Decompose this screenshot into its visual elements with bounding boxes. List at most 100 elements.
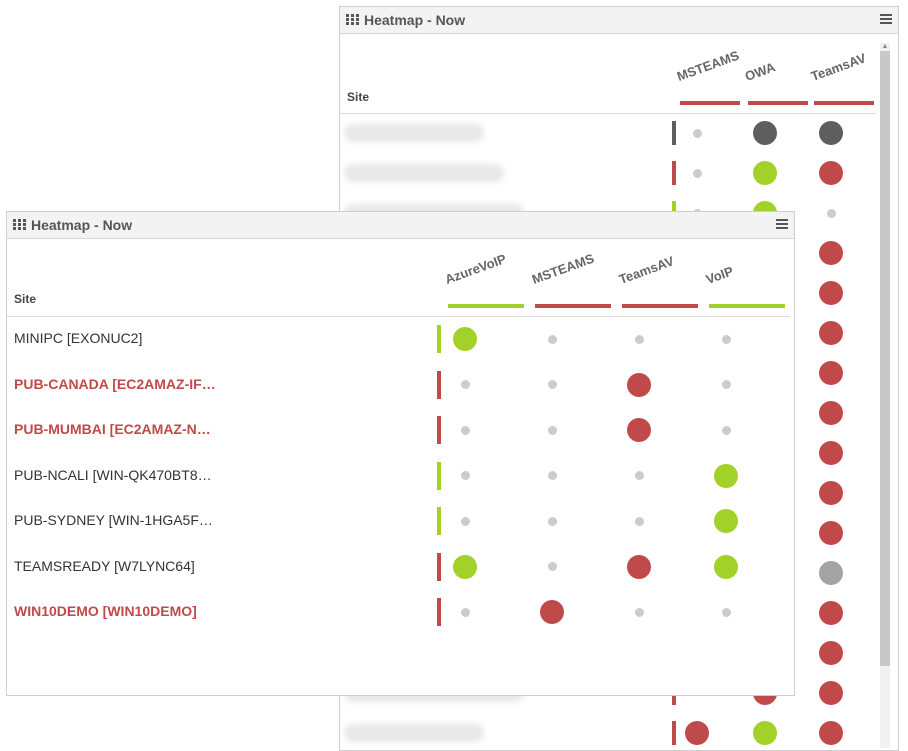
row-status-stripe <box>437 552 441 581</box>
status-dot-red[interactable] <box>540 600 564 624</box>
status-dot-none[interactable] <box>460 471 470 480</box>
status-dot-none[interactable] <box>547 334 557 344</box>
site-name[interactable]: PUB-CANADA [EC2AMAZ-IF… <box>14 375 216 392</box>
panel-title: Heatmap - Now <box>31 217 133 233</box>
column-status-bar <box>448 304 524 308</box>
status-dot-green[interactable] <box>714 554 738 579</box>
header-divider <box>7 316 790 317</box>
site-column-header: Site <box>347 90 370 104</box>
status-dot-green[interactable] <box>453 327 477 351</box>
status-dot-none[interactable] <box>460 380 470 389</box>
column-label[interactable]: VoIP <box>703 263 736 287</box>
panel-titlebar[interactable]: Heatmap - Now <box>340 7 898 34</box>
status-dot-none[interactable] <box>692 168 702 178</box>
status-dot-red[interactable] <box>627 418 651 442</box>
status-dot-red[interactable] <box>685 721 709 745</box>
status-dot-red[interactable] <box>819 601 843 625</box>
obscured-site-name <box>344 724 484 742</box>
status-dot-none[interactable] <box>460 425 470 435</box>
status-dot-green[interactable] <box>714 463 738 488</box>
status-dot-none[interactable] <box>634 516 644 526</box>
status-dot-red[interactable] <box>819 441 843 465</box>
status-dot-green[interactable] <box>753 161 777 185</box>
hamburger-menu-icon[interactable] <box>776 219 788 229</box>
status-dot-red[interactable] <box>819 681 843 705</box>
status-dot-green[interactable] <box>753 721 777 745</box>
obscured-site-name <box>344 164 504 182</box>
status-dot-grey[interactable] <box>819 561 843 585</box>
column-label[interactable]: AzureVoIP <box>442 250 509 287</box>
column-status-bar <box>814 101 874 105</box>
status-dot-red[interactable] <box>819 401 843 425</box>
column-status-bar <box>709 304 785 308</box>
status-dot-none[interactable] <box>721 334 731 344</box>
status-dot-dark[interactable] <box>753 121 777 145</box>
obscured-site-name <box>344 124 484 142</box>
status-dot-none[interactable] <box>460 607 470 617</box>
status-dot-red[interactable] <box>819 361 843 385</box>
status-dot-none[interactable] <box>634 471 644 480</box>
status-dot-none[interactable] <box>460 516 470 526</box>
status-dot-red[interactable] <box>819 521 843 545</box>
status-dot-none[interactable] <box>547 562 557 571</box>
row-status-stripe <box>437 416 441 444</box>
row-status-stripe <box>672 721 676 745</box>
column-status-bar <box>622 304 698 308</box>
status-dot-red[interactable] <box>819 481 843 505</box>
site-name[interactable]: MINIPC [EXONUC2] <box>14 330 143 346</box>
status-dot-none[interactable] <box>547 380 557 389</box>
column-label[interactable]: TeamsAV <box>808 50 868 84</box>
column-label[interactable]: MSTEAMS <box>529 250 597 287</box>
status-dot-red[interactable] <box>627 372 651 397</box>
status-dot-none[interactable] <box>547 516 557 526</box>
row-status-stripe <box>437 598 441 626</box>
status-dot-red[interactable] <box>819 161 843 185</box>
status-dot-none[interactable] <box>634 607 644 617</box>
status-dot-green[interactable] <box>714 509 738 533</box>
status-dot-none[interactable] <box>721 607 731 617</box>
status-dot-none[interactable] <box>721 380 731 389</box>
column-status-bar <box>748 101 808 105</box>
row-status-stripe <box>437 461 441 490</box>
site-name[interactable]: PUB-SYDNEY [WIN-1HGA5F… <box>14 512 213 528</box>
status-dot-none[interactable] <box>547 425 557 435</box>
row-status-stripe <box>672 161 676 185</box>
row-status-stripe <box>437 370 441 399</box>
column-status-bar <box>680 101 740 105</box>
row-status-stripe <box>437 325 441 353</box>
heatmap-panel-front: Heatmap - Now Site AzureVoIP MSTEAMS Teams… <box>6 211 795 696</box>
site-name[interactable]: PUB-MUMBAI [EC2AMAZ-N… <box>14 421 211 437</box>
grid-icon <box>13 219 26 230</box>
status-dot-dark[interactable] <box>819 121 843 145</box>
column-status-bar <box>535 304 611 308</box>
status-dot-green[interactable] <box>453 554 477 579</box>
header-divider <box>340 113 876 114</box>
status-dot-red[interactable] <box>819 721 843 745</box>
status-dot-red[interactable] <box>819 321 843 345</box>
site-name[interactable]: WIN10DEMO [WIN10DEMO] <box>14 603 197 619</box>
hamburger-menu-icon[interactable] <box>880 14 892 24</box>
status-dot-none[interactable] <box>547 471 557 480</box>
column-label[interactable]: OWA <box>742 59 778 84</box>
site-column-header: Site <box>14 292 37 306</box>
grid-icon <box>346 14 359 25</box>
site-name[interactable]: PUB-NCALI [WIN-QK470BT8… <box>14 466 212 483</box>
row-status-stripe <box>437 507 441 535</box>
panel-title: Heatmap - Now <box>364 12 466 28</box>
status-dot-red[interactable] <box>819 641 843 665</box>
row-status-stripe <box>672 121 676 145</box>
site-name[interactable]: TEAMSREADY [W7LYNC64] <box>14 557 195 574</box>
scroll-up-arrow-icon[interactable]: ▲ <box>881 43 889 50</box>
status-dot-none[interactable] <box>721 425 731 435</box>
column-label[interactable]: MSTEAMS <box>674 47 742 84</box>
panel-titlebar[interactable]: Heatmap - Now <box>7 212 794 239</box>
status-dot-red[interactable] <box>819 281 843 305</box>
status-dot-none[interactable] <box>634 334 644 344</box>
status-dot-red[interactable] <box>627 554 651 579</box>
status-dot-red[interactable] <box>819 241 843 265</box>
status-dot-none[interactable] <box>826 208 836 218</box>
column-label[interactable]: TeamsAV <box>616 253 676 287</box>
status-dot-none[interactable] <box>692 128 702 138</box>
scrollbar-thumb[interactable] <box>880 51 890 666</box>
vertical-scrollbar[interactable]: ▲ <box>880 43 890 748</box>
